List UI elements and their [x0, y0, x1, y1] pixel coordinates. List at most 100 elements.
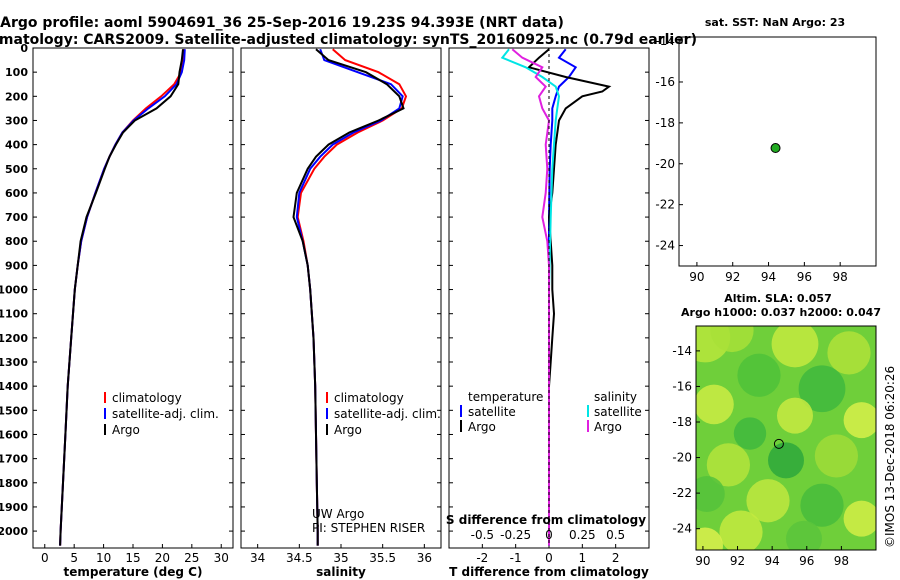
- map-y-tick-label: -14: [655, 34, 675, 48]
- depth-tick-label: 1300: [0, 356, 28, 369]
- map-frame: [678, 36, 877, 267]
- map-x-tick-label: 98: [834, 554, 849, 568]
- x-tick-label: 20: [155, 551, 170, 565]
- legend-label: Argo: [112, 423, 140, 437]
- x-tick-label: 35: [333, 551, 348, 565]
- heatmap-cell: [827, 331, 871, 375]
- heatmap-cell: [696, 384, 734, 425]
- legend-label: Argo: [468, 420, 496, 434]
- map-y-tick-label: -22: [655, 198, 675, 212]
- heatmap-cell: [710, 326, 754, 353]
- series-line-climatology: [59, 49, 186, 546]
- heatmap-cell: [733, 417, 767, 450]
- depth-tick-label: 300: [5, 114, 28, 127]
- map-x-tick-label: 92: [730, 554, 745, 568]
- argo-position-marker: [770, 143, 781, 154]
- difference-panel: -2 -1 0 1 2T difference from climatology temp…: [446, 47, 650, 579]
- heatmap-cell: [843, 402, 876, 439]
- x-tick-label: 34: [250, 551, 265, 565]
- depth-tick-label: 1200: [0, 332, 28, 345]
- depth-tick-label: 1600: [0, 428, 28, 441]
- x-tick-label: 35.5: [369, 551, 396, 565]
- float-annotation-line-1: UW Argo: [312, 507, 364, 521]
- depth-tick-label: 700: [5, 211, 28, 224]
- series-line-satellite-adj-clim-: [295, 48, 404, 546]
- x-tick-label: 25: [184, 551, 199, 565]
- legend-header-salinity: salinity: [594, 390, 637, 404]
- depth-tick-label: 1400: [0, 380, 28, 393]
- sst-map-panel: sat. SST: NaN Argo: 23 90 92 94 96 98 -14 -16 -1…: [655, 16, 877, 284]
- heatmap-cell: [768, 442, 804, 479]
- series-line-argo: [59, 49, 184, 546]
- legend-label: Argo: [594, 420, 622, 434]
- map-y-tick-label: -18: [672, 415, 692, 429]
- depth-tick-label: 1900: [0, 501, 28, 514]
- s-tick-label: 0.5: [606, 528, 625, 542]
- map-y-tick-label: -24: [655, 239, 675, 253]
- legend-label: satellite-adj. clim.: [334, 407, 441, 421]
- legend-label: climatology: [334, 391, 404, 405]
- map-x-tick-label: 96: [797, 270, 812, 284]
- legend-label: satellite-adj. clim.: [112, 407, 219, 421]
- depth-tick-label: 1000: [0, 284, 28, 297]
- x-tick-label: -1: [510, 551, 522, 565]
- title-line-2: Climatology: CARS2009. Satellite-adjuste…: [0, 32, 697, 48]
- heatmap-cell: [696, 476, 725, 512]
- map-x-tick-label: 90: [695, 554, 710, 568]
- depth-tick-label: 800: [5, 235, 28, 248]
- depth-tick-label: 2000: [0, 525, 28, 538]
- temperature-panel: 0100200300400500600700800900100011001200…: [0, 42, 234, 579]
- salinity-panel: 34 34.5 35 35.5 36 salinity climatology satelli…: [240, 47, 442, 579]
- legend-label: climatology: [112, 391, 182, 405]
- series-line-argo: [292, 48, 405, 546]
- x-tick-label: 30: [214, 551, 229, 565]
- heatmap-cell: [706, 443, 751, 487]
- heatmap-cell: [777, 397, 813, 434]
- heatmap-cell: [786, 520, 822, 550]
- legend-header-temperature: temperature: [468, 390, 543, 404]
- s-axis-label: S difference from climatology: [446, 513, 646, 527]
- series-line-climatology: [296, 48, 408, 546]
- map-y-tick-label: -22: [672, 486, 692, 500]
- x-axis-label: T difference from climatology: [449, 565, 649, 579]
- plot-frame: [240, 47, 442, 549]
- x-tick-label: 5: [70, 551, 78, 565]
- legend-label: Argo: [334, 423, 362, 437]
- map-y-tick-label: -14: [672, 344, 692, 358]
- x-tick-label: 2: [612, 551, 620, 565]
- heatmap-cell: [696, 527, 723, 550]
- map-x-tick-label: 90: [689, 270, 704, 284]
- x-axis-label: salinity: [316, 565, 366, 579]
- sla-map-title-line-2: Argo h1000: 0.037 h2000: 0.047: [681, 306, 881, 319]
- map-x-tick-label: 94: [765, 554, 780, 568]
- heatmap-cell: [746, 479, 790, 523]
- legend-label: satellite: [594, 405, 642, 419]
- map-x-tick-label: 94: [761, 270, 776, 284]
- heatmap-cell: [800, 483, 844, 527]
- s-tick-label: -0.5: [471, 528, 494, 542]
- depth-tick-label: 200: [5, 90, 28, 103]
- x-tick-label: 0: [545, 551, 553, 565]
- map-frame: [695, 325, 877, 551]
- heatmap-cell: [814, 434, 859, 478]
- heatmap-cell: [771, 326, 819, 368]
- x-tick-label: -2: [476, 551, 488, 565]
- depth-tick-label: 500: [5, 163, 28, 176]
- depth-tick-label: 1100: [0, 308, 28, 321]
- map-y-tick-label: -16: [655, 75, 675, 89]
- map-x-tick-label: 98: [833, 270, 848, 284]
- map-y-tick-label: -20: [672, 451, 692, 465]
- heatmap-cell: [798, 365, 846, 413]
- map-y-tick-label: -18: [655, 116, 675, 130]
- sla-heatmap: [696, 326, 876, 550]
- heatmap-cell: [719, 510, 763, 550]
- x-axis-label: temperature (deg C): [64, 565, 203, 579]
- imos-watermark: ©IMOS 13-Dec-2018 06:20:26: [883, 366, 897, 548]
- depth-tick-label: 1800: [0, 477, 28, 490]
- map-x-tick-label: 96: [799, 554, 814, 568]
- heatmap-cell: [843, 500, 876, 537]
- s-tick-label: 0.25: [569, 528, 596, 542]
- float-annotation-line-2: PI: STEPHEN RISER: [312, 521, 425, 535]
